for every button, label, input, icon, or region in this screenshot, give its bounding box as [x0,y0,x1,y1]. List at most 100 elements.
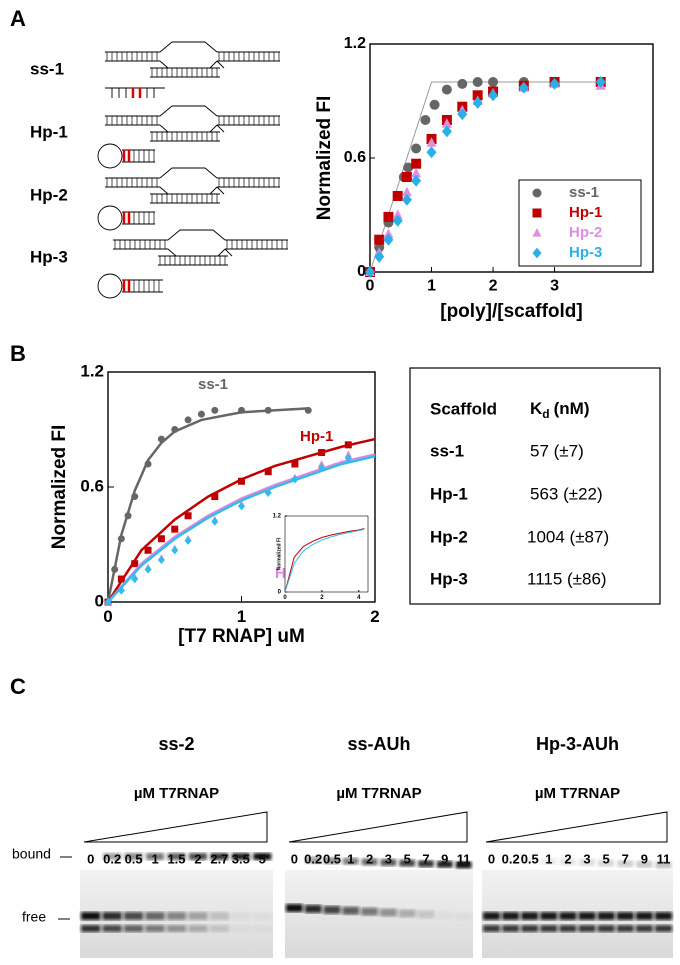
plot-frame [284,515,369,593]
bound-band [436,860,453,868]
y-tick-label: 1.2 [344,35,366,52]
free-band [231,925,250,932]
point [374,242,385,253]
point [344,441,352,449]
legend-label: Hp-1 [569,204,602,221]
panel-label: B [10,341,26,366]
point [157,535,165,543]
point [411,167,422,178]
point [472,90,483,101]
bound-band [579,859,596,866]
free-band [102,925,122,932]
point [197,410,205,418]
free-band [482,925,501,932]
bound-band [210,853,229,860]
bound-band [167,853,186,860]
gel-title: ss-AUh [347,734,410,754]
free-band [188,925,208,932]
free-band [323,905,341,914]
gel-subtitle: µM T7RNAP [535,785,620,802]
point [595,76,606,88]
free-band [540,925,558,932]
table-frame [409,367,661,605]
point [392,209,403,219]
point [264,488,272,497]
y-axis-label: Normalized FI [276,537,282,570]
table-cell: ss-1 [430,441,464,460]
point [383,228,394,238]
point [411,143,422,154]
point [238,501,245,511]
free-band [521,925,539,932]
point [383,233,394,246]
bound-band [617,860,634,868]
diagram-label: Hp-1 [30,122,68,141]
hairpin-loop [97,143,123,169]
x-tick-label: 0 [103,607,112,626]
free-band [285,904,303,912]
point [124,512,132,520]
kd-subscript: d [542,407,549,421]
point [344,450,352,458]
free-band [166,912,187,920]
bound-band [361,858,378,866]
free-band [342,906,360,915]
point [457,78,468,89]
legend-marker [532,208,542,218]
gel-title: Hp-3-AUh [536,734,619,754]
free-band [635,925,653,932]
point [171,426,179,433]
lane-label: 5 [404,851,411,866]
loop [167,229,226,257]
free-band [81,925,101,932]
lane-label: 3 [385,851,392,866]
point [549,77,560,90]
free-band [379,908,397,917]
free-band [209,912,230,920]
kd-symbol: K [530,399,543,418]
table-cell: 57 (±7) [530,441,584,460]
series-label: Hp-1 [300,428,333,445]
bound-band [399,859,416,867]
point [238,477,245,485]
bound-band [455,861,472,869]
x-tick-label: 1 [427,278,436,295]
point [184,416,192,424]
free-band [521,912,539,920]
table-cell: Hp-1 [430,484,468,503]
y-tick-label: 0 [357,263,366,280]
free-band [123,912,144,920]
table-cell: Hp-3 [430,569,468,588]
free-band [436,911,453,919]
lane-label: 9 [441,851,448,866]
table-cell: Hp-2 [430,527,468,546]
bound-band [559,858,576,866]
point [318,460,326,467]
lane-label: 7 [422,851,429,866]
legend-marker [532,228,542,237]
lane-label: 0.2 [502,851,520,866]
point [171,546,179,555]
nick [216,60,225,69]
point [117,586,125,595]
point [472,96,483,109]
free-band [304,904,322,913]
legend-label: Hp-3 [569,244,602,261]
x-tick-label: 2 [370,607,379,626]
band-label: free [22,909,46,925]
y-tick-label: 0.6 [80,476,104,495]
point [238,406,245,414]
fit-line [369,81,601,273]
free-band [578,912,596,920]
point [411,158,422,169]
point [403,162,414,173]
bound-band [124,853,143,860]
free-band [559,912,577,920]
free-band [253,925,272,932]
point [392,191,403,201]
free-band [616,925,634,932]
point [211,493,219,501]
hairpin-loop [97,205,123,231]
point [365,266,375,278]
nick [216,124,225,133]
